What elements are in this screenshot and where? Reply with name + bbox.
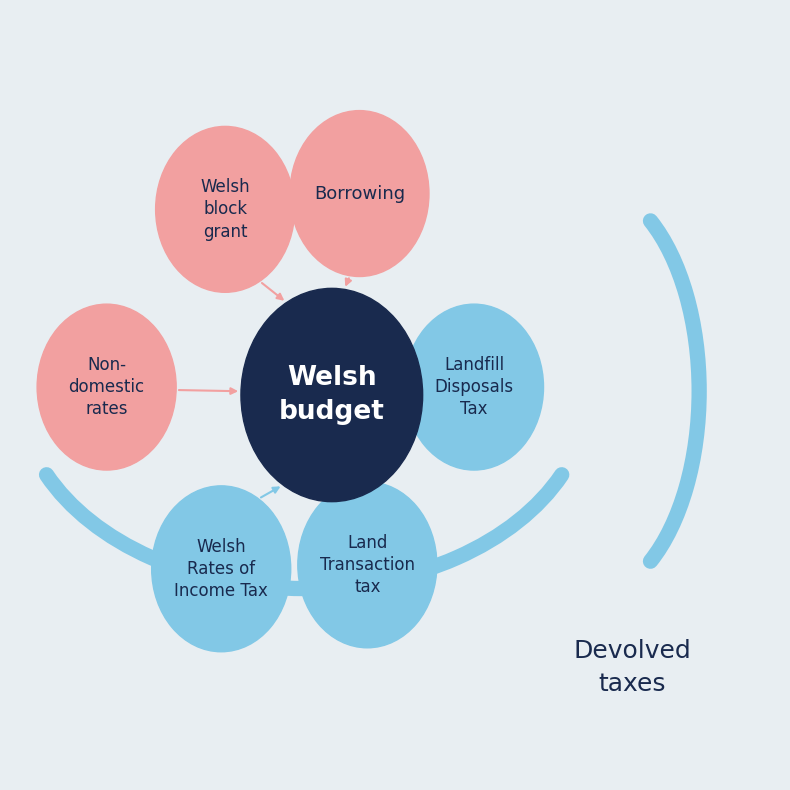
Ellipse shape [37,304,176,470]
Ellipse shape [152,486,291,652]
Text: Devolved
taxes: Devolved taxes [573,639,691,696]
Text: Welsh
budget: Welsh budget [279,365,385,425]
Text: Landfill
Disposals
Tax: Landfill Disposals Tax [435,356,514,418]
Ellipse shape [298,482,437,648]
Text: Welsh
block
grant: Welsh block grant [201,179,250,240]
Text: Non-
domestic
rates: Non- domestic rates [69,356,145,418]
Text: Borrowing: Borrowing [314,185,405,202]
Text: Welsh
Rates of
Income Tax: Welsh Rates of Income Tax [175,538,268,600]
Ellipse shape [404,304,544,470]
Ellipse shape [290,111,429,276]
Ellipse shape [156,126,295,292]
Ellipse shape [241,288,423,502]
Text: Land
Transaction
tax: Land Transaction tax [320,534,415,596]
